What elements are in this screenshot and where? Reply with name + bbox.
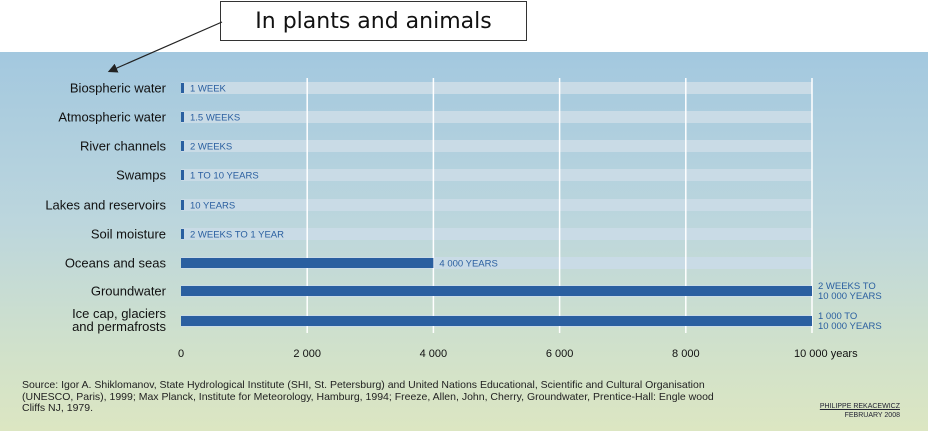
x-tick-label: 8 000 (672, 348, 700, 360)
category-label: Atmospheric water (58, 110, 166, 125)
category-label: Biospheric water (70, 81, 167, 96)
row-track (181, 111, 812, 123)
value-label: 1 000 TO (818, 311, 857, 322)
category-label: Soil moisture (91, 227, 166, 242)
category-label: River channels (80, 139, 166, 154)
value-label: 1 WEEK (190, 84, 227, 95)
callout-box: In plants and animals (220, 1, 527, 41)
category-label: Ice cap, glaciers (72, 306, 166, 321)
callout-arrow (107, 21, 223, 73)
category-label: Groundwater (91, 284, 167, 299)
bar (181, 229, 184, 239)
row-track (181, 82, 812, 94)
credit-name: PHILIPPE REKACEWICZ (819, 403, 900, 410)
row-track (181, 199, 812, 211)
value-label: 10 000 YEARS (818, 321, 882, 332)
x-tick-label: 10 000 years (794, 348, 858, 360)
value-label: 4 000 YEARS (439, 259, 497, 270)
category-label: Swamps (116, 168, 166, 183)
bar (181, 141, 184, 151)
value-label: 1 TO 10 YEARS (190, 171, 259, 182)
row-track (181, 169, 812, 181)
callout-text: In plants and animals (255, 8, 492, 34)
category-label: Lakes and reservoirs (45, 198, 166, 213)
row-track (181, 140, 812, 152)
value-label: 2 WEEKS (190, 142, 232, 153)
category-label: and permafrosts (72, 319, 166, 334)
credit: PHILIPPE REKACEWICZ FEBRUARY 2008 (800, 402, 900, 420)
bar (181, 258, 434, 268)
bar (181, 200, 184, 210)
bar (181, 112, 184, 122)
bar (181, 316, 812, 326)
credit-date: FEBRUARY 2008 (844, 412, 900, 419)
value-label: 10 YEARS (190, 201, 235, 212)
value-label: 2 WEEKS TO (818, 281, 876, 292)
bar (181, 286, 812, 296)
bar (181, 83, 184, 93)
source-note: Source: Igor A. Shiklomanov, State Hydro… (22, 379, 714, 414)
x-tick-label: 0 (178, 348, 184, 360)
category-label: Oceans and seas (65, 256, 167, 271)
x-tick-label: 6 000 (546, 348, 574, 360)
value-label: 10 000 YEARS (818, 291, 882, 302)
bar (181, 170, 184, 180)
x-tick-label: 4 000 (420, 348, 448, 360)
row-track (181, 228, 812, 240)
value-label: 2 WEEKS TO 1 YEAR (190, 230, 284, 241)
value-label: 1.5 WEEKS (190, 113, 240, 124)
x-tick-label: 2 000 (293, 348, 321, 360)
